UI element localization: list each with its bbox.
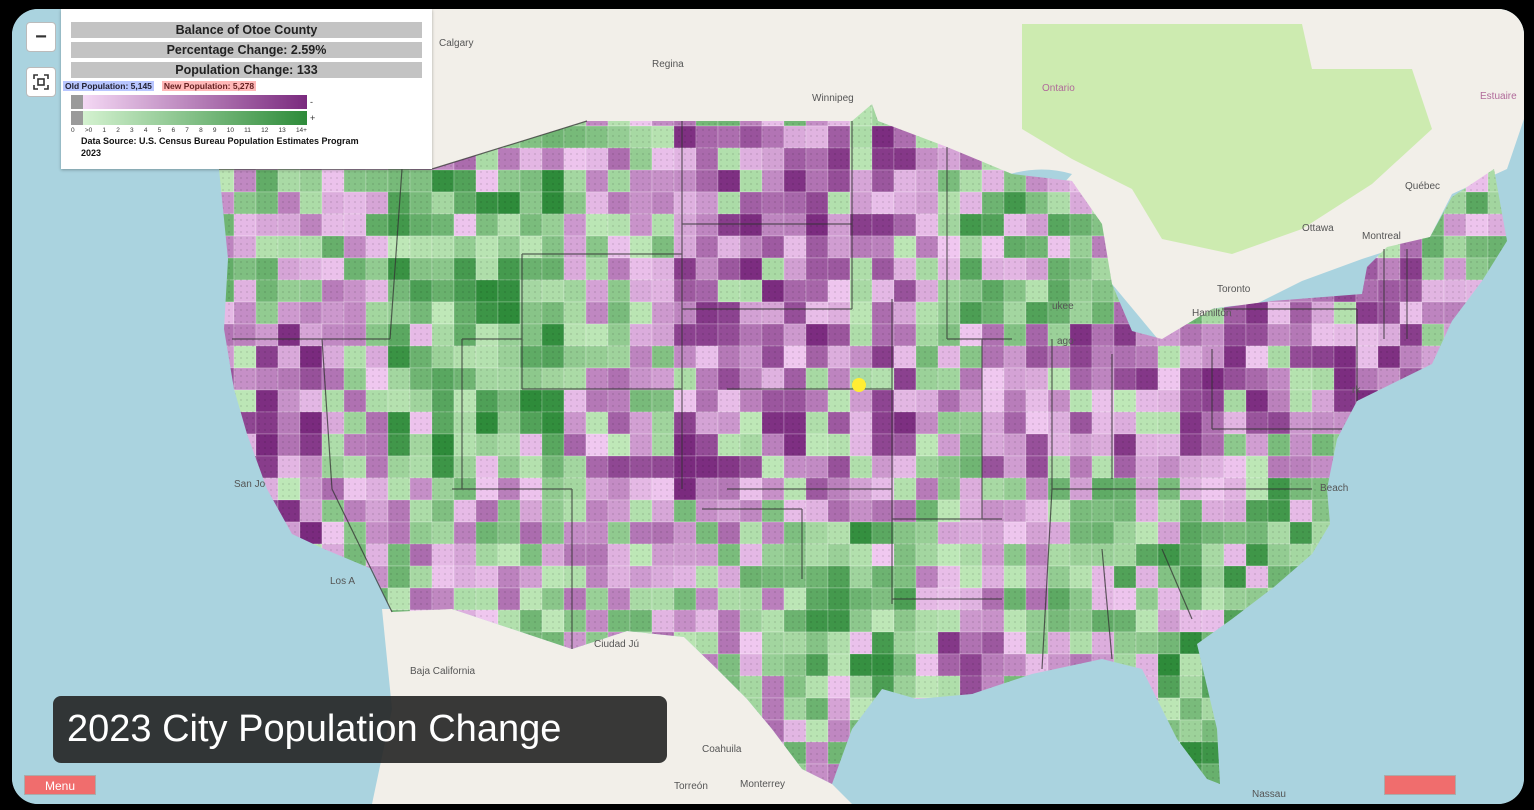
county-name: Balance of Otoe County xyxy=(71,22,422,38)
legend-tick: 7 xyxy=(185,127,189,134)
legend-tick: 12 xyxy=(261,127,269,134)
population-map[interactable]: Calgary Regina Winnipeg Québec Ottawa Montrea… xyxy=(12,9,1524,804)
legend-tick: 9 xyxy=(212,127,217,134)
place-label: San Jo xyxy=(234,479,266,490)
menu-button[interactable]: Menu xyxy=(24,775,96,795)
legend-growth-bar xyxy=(83,110,307,125)
legend-positive-sign: + xyxy=(310,112,316,123)
percent-change: Percentage Change: 2.59% xyxy=(71,42,422,58)
place-label: Coahuila xyxy=(702,744,742,755)
secondary-button[interactable] xyxy=(1384,775,1456,795)
state-borders xyxy=(219,120,1408,670)
place-label: ago xyxy=(1057,336,1074,347)
legend-zero-swatch xyxy=(71,94,83,109)
legend-negative-sign: - xyxy=(310,96,313,107)
place-label: Torreón xyxy=(674,781,708,792)
place-label: Regina xyxy=(652,59,684,70)
legend-ticks: 0 >0 1 2 3 4 5 6 7 8 9 10 11 12 13 14+ xyxy=(71,127,307,134)
population-change: Population Change: 133 xyxy=(71,62,422,78)
place-label: Baja California xyxy=(410,666,475,677)
legend-tick: 0 xyxy=(71,127,75,134)
place-label: Montreal xyxy=(1362,231,1401,242)
data-year: 2023 xyxy=(81,148,102,158)
fullscreen-button[interactable] xyxy=(26,67,56,97)
place-label: Ciudad Jú xyxy=(594,639,639,650)
place-label: Ottawa xyxy=(1302,223,1334,234)
legend-tick: 6 xyxy=(171,127,176,134)
legend-tick: 8 xyxy=(199,127,203,134)
legend-decline-bar xyxy=(83,94,307,109)
legend-tick: 14+ xyxy=(295,127,307,134)
legend-tick: 10 xyxy=(226,127,234,134)
place-label: Hamilton xyxy=(1192,308,1231,319)
place-labels: Calgary Regina Winnipeg Québec Ottawa Montrea… xyxy=(234,38,1517,800)
legend-growth-row: + xyxy=(71,110,422,125)
legend-tick: 4 xyxy=(143,127,148,134)
legend-zero-swatch xyxy=(71,110,83,125)
legend-decline-row: - xyxy=(71,94,422,109)
selected-county-marker[interactable] xyxy=(852,378,866,392)
place-label: ukee xyxy=(1052,301,1074,312)
legend-tick: 13 xyxy=(278,127,286,134)
data-source: Data Source: U.S. Census Bureau Populati… xyxy=(81,136,359,146)
legend-tick: 11 xyxy=(244,127,251,134)
legend-tick: 3 xyxy=(130,127,134,134)
population-values: Old Population: 5,145 New Population: 5,… xyxy=(63,81,422,91)
new-population: New Population: 5,278 xyxy=(161,81,257,91)
canada-forest xyxy=(1022,24,1432,254)
fullscreen-icon xyxy=(33,74,49,90)
place-label: Calgary xyxy=(439,38,473,49)
old-population: Old Population: 5,145 xyxy=(63,81,154,91)
place-label: Nassau xyxy=(1252,789,1286,800)
legend-tick: 1 xyxy=(102,127,107,134)
place-label: Toronto xyxy=(1217,284,1251,295)
zoom-out-button[interactable]: − xyxy=(26,22,56,52)
map-title: 2023 City Population Change xyxy=(53,696,667,763)
place-label: Los A xyxy=(330,576,355,587)
info-panel: Balance of Otoe County Percentage Change… xyxy=(61,9,432,169)
place-label: Québec xyxy=(1405,181,1440,192)
map-frame: Calgary Regina Winnipeg Québec Ottawa Montrea… xyxy=(12,9,1524,804)
legend-tick: 2 xyxy=(116,127,120,134)
place-label: Winnipeg xyxy=(812,93,854,104)
place-label: Ontario xyxy=(1042,83,1075,94)
place-label: Estuaire xyxy=(1480,91,1517,102)
legend-tick: 5 xyxy=(157,127,162,134)
legend-tick: >0 xyxy=(84,127,93,134)
place-label: Beach xyxy=(1320,483,1348,494)
place-label: rk xyxy=(1352,385,1361,396)
place-label: Monterrey xyxy=(740,779,785,790)
